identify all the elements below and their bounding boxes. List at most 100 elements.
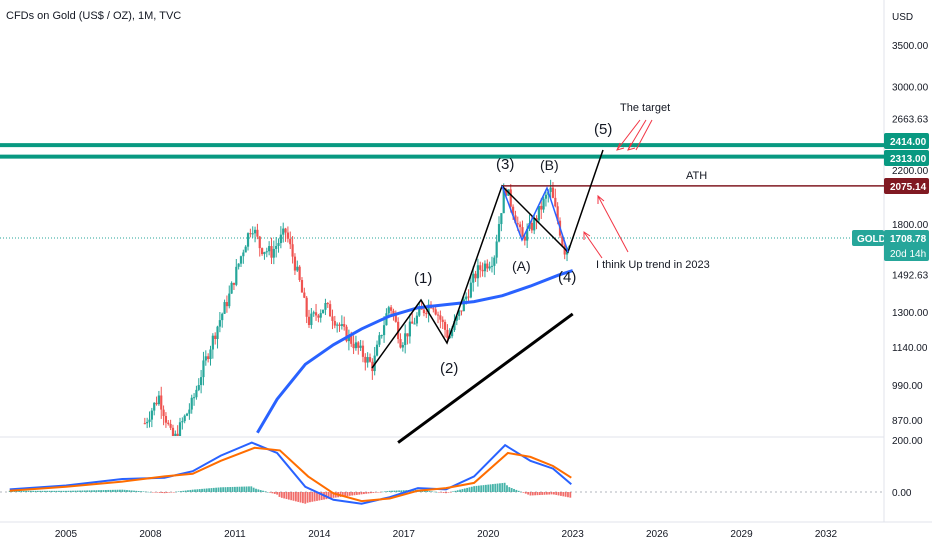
macd-histogram bbox=[8, 482, 572, 504]
candle-body bbox=[446, 329, 449, 338]
candle-body bbox=[336, 324, 339, 326]
candle-body bbox=[368, 357, 372, 362]
macd-bar bbox=[372, 492, 375, 493]
candle-body bbox=[432, 308, 435, 310]
price-tick-1: 3000.00 bbox=[892, 83, 929, 94]
candle-body bbox=[289, 238, 292, 245]
macd-bar bbox=[119, 489, 121, 492]
macd-bar bbox=[147, 491, 149, 493]
target-arrows[interactable] bbox=[616, 119, 653, 151]
wave-a-label: (A) bbox=[512, 258, 531, 274]
macd-bar bbox=[79, 490, 81, 492]
candle-body bbox=[382, 325, 386, 336]
macd-bar bbox=[165, 492, 168, 493]
macd-bar bbox=[74, 490, 77, 492]
trend-line[interactable] bbox=[397, 312, 574, 444]
price-axis[interactable]: 3500.00 3000.00 2663.63 2200.00 1800.00 1492.… bbox=[892, 41, 929, 427]
candle-body bbox=[235, 266, 238, 285]
time-axis[interactable]: 2005 2008 2011 2014 2017 2020 2023 2026 2029 2032 bbox=[55, 529, 838, 540]
candle-body bbox=[535, 218, 538, 221]
candle-body bbox=[530, 222, 533, 231]
macd-bar bbox=[494, 483, 497, 492]
candle-body bbox=[413, 323, 416, 325]
candle-body bbox=[225, 302, 229, 307]
wave-3-label: (3) bbox=[496, 156, 514, 173]
candle-body bbox=[523, 236, 526, 241]
macd-bar bbox=[524, 492, 527, 494]
macd-bar bbox=[15, 490, 18, 492]
macd-bar bbox=[363, 492, 365, 495]
macd-tick-0: 0.00 bbox=[892, 488, 912, 499]
macd-bar bbox=[149, 492, 152, 493]
candle-body bbox=[357, 342, 360, 348]
macd-bar bbox=[170, 492, 173, 493]
macd-bar bbox=[191, 489, 194, 492]
macd-bar bbox=[144, 491, 147, 493]
candle-body bbox=[326, 303, 329, 305]
macd-bar bbox=[468, 487, 471, 492]
candle-body bbox=[239, 256, 243, 264]
macd-bar bbox=[287, 492, 290, 500]
macd-bar bbox=[173, 492, 175, 493]
candle-body bbox=[157, 395, 160, 405]
macd-bar bbox=[431, 491, 433, 492]
macd-bar bbox=[130, 490, 133, 492]
candle-body bbox=[401, 345, 404, 348]
macd-bar bbox=[531, 492, 534, 496]
macd-bar bbox=[473, 486, 476, 492]
candle-body bbox=[479, 265, 482, 270]
macd-bar bbox=[198, 489, 201, 492]
candle-body bbox=[293, 256, 297, 271]
abc-correction-path[interactable] bbox=[501, 185, 569, 253]
macd-bar bbox=[400, 490, 403, 492]
macd-bar bbox=[541, 492, 544, 495]
time-tick-8: 2029 bbox=[730, 529, 753, 540]
candle-body bbox=[352, 343, 355, 349]
macd-bar bbox=[398, 490, 400, 492]
macd-bar bbox=[219, 487, 222, 492]
wave-b-label: (B) bbox=[540, 157, 559, 173]
macd-bar bbox=[43, 490, 46, 492]
candle-body bbox=[340, 324, 343, 326]
candle-body bbox=[521, 227, 524, 237]
candle-body bbox=[268, 246, 271, 252]
candle-body bbox=[279, 234, 282, 244]
macd-bar bbox=[231, 486, 234, 492]
macd-bar bbox=[482, 485, 485, 492]
candle-body bbox=[514, 215, 517, 224]
candle-body bbox=[350, 335, 353, 344]
candle-body bbox=[181, 421, 184, 423]
macd-bar bbox=[187, 490, 189, 492]
macd-bar bbox=[433, 491, 436, 493]
macd-bar bbox=[67, 490, 70, 492]
macd-bar bbox=[20, 490, 23, 492]
candle-body bbox=[153, 402, 156, 411]
symbol-text: GOLD bbox=[857, 234, 886, 245]
macd-bar bbox=[477, 485, 480, 492]
candle-body bbox=[561, 235, 564, 246]
candle-body bbox=[439, 315, 442, 320]
candle-body bbox=[321, 309, 325, 314]
macd-bar bbox=[97, 490, 100, 492]
macd-bar bbox=[13, 490, 16, 492]
candle-body bbox=[331, 316, 334, 321]
macd-bar bbox=[346, 492, 349, 497]
macd-bar bbox=[393, 490, 396, 492]
macd-bar bbox=[283, 492, 286, 499]
comment-arrows[interactable] bbox=[583, 194, 629, 259]
candle-body bbox=[148, 419, 151, 422]
macd-bar bbox=[484, 484, 487, 492]
wave-5-label: (5) bbox=[594, 121, 612, 138]
macd-bar bbox=[210, 488, 213, 492]
macd-bar bbox=[412, 489, 415, 492]
elliott-wave-path[interactable] bbox=[371, 149, 604, 369]
candle-body bbox=[150, 410, 153, 420]
candle-body bbox=[486, 263, 489, 269]
macd-bar bbox=[41, 490, 44, 492]
macd-bar bbox=[499, 483, 501, 492]
candle-body bbox=[185, 413, 189, 416]
macd-bar bbox=[245, 486, 248, 492]
macd-bar bbox=[299, 492, 302, 503]
moving-average-line[interactable] bbox=[256, 269, 574, 434]
